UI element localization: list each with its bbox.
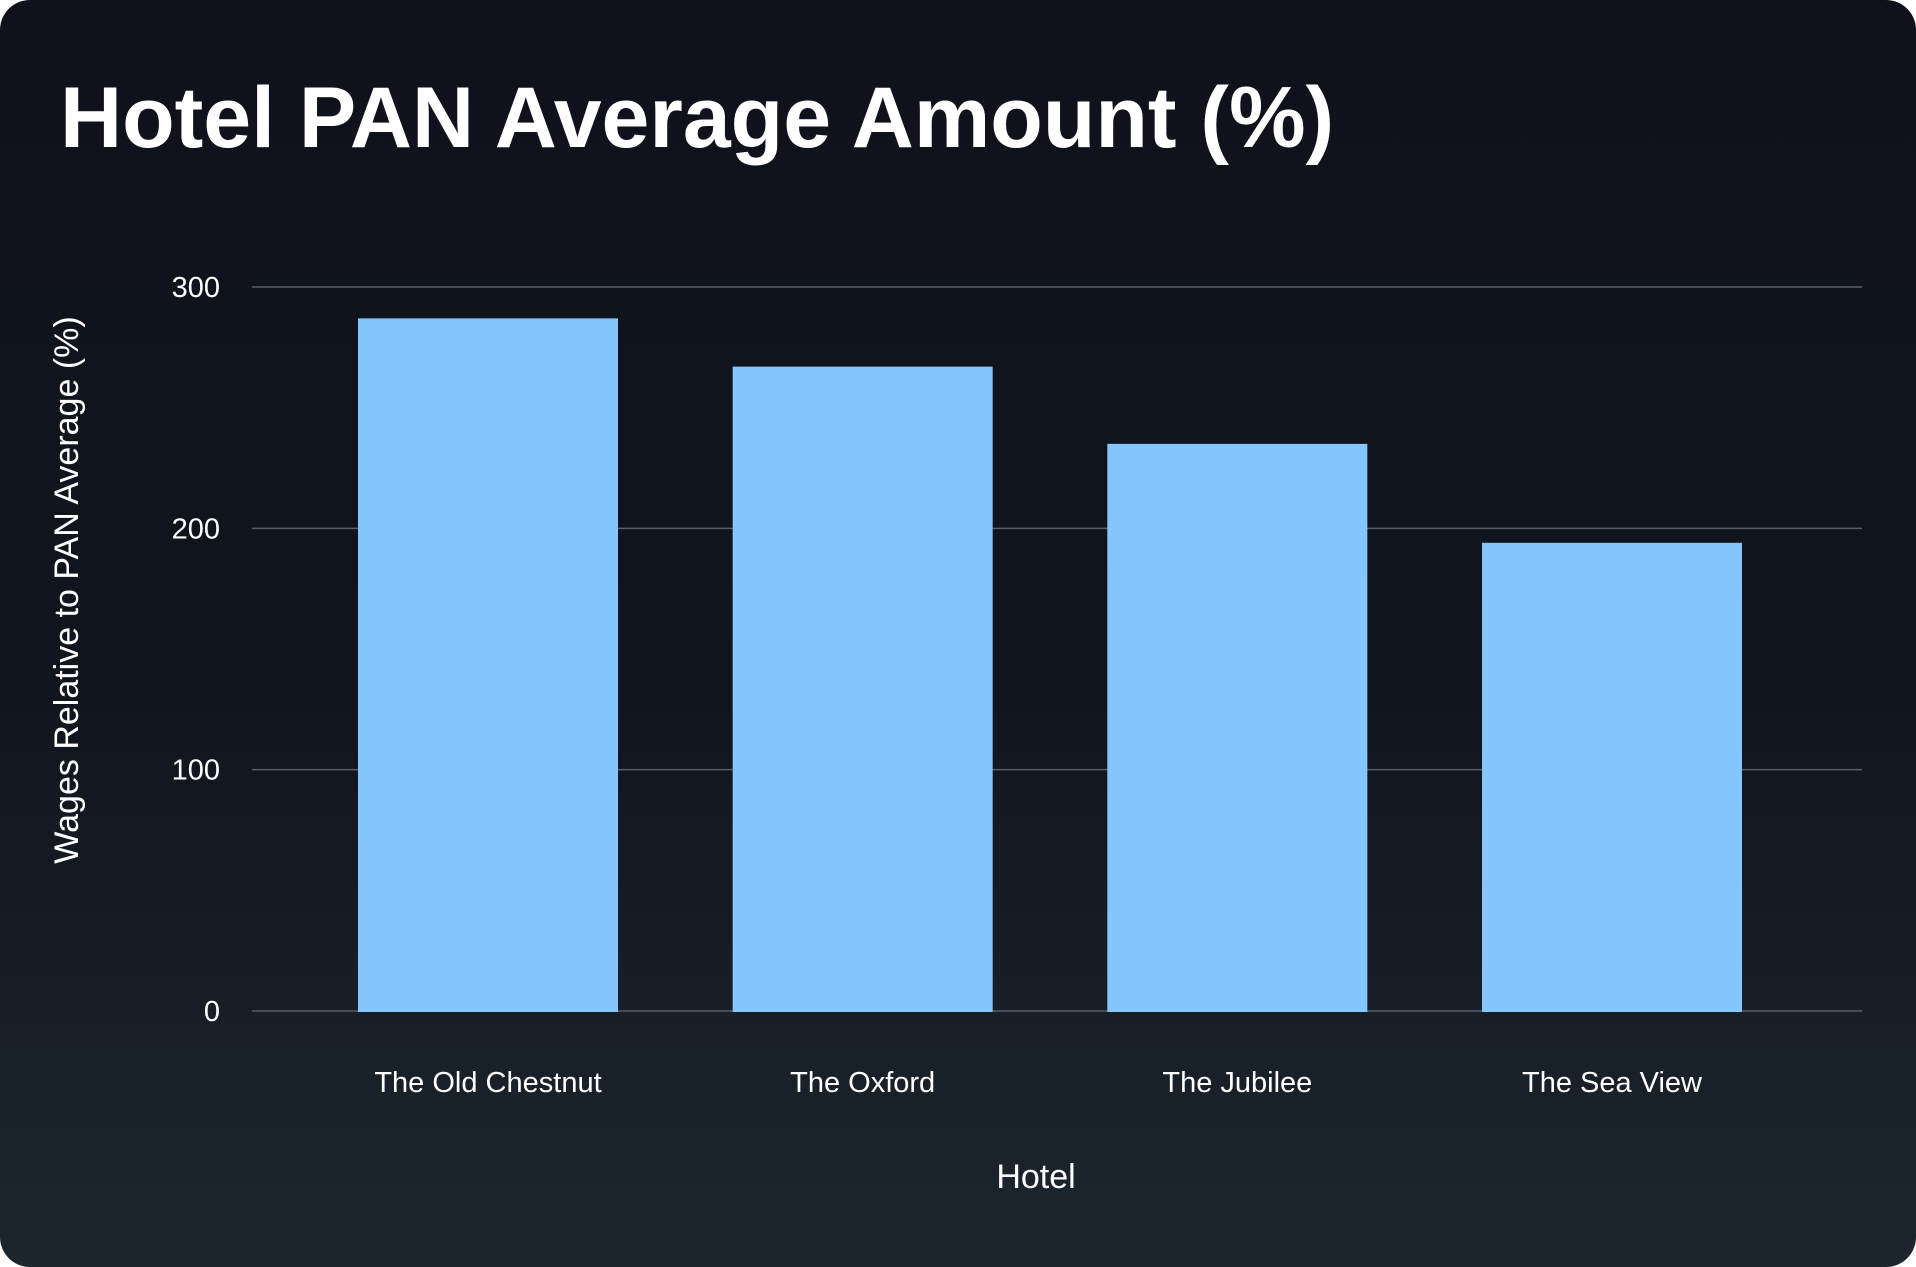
- y-tick-label-0: 0: [204, 996, 220, 1028]
- bars: [358, 318, 1742, 1013]
- y-axis-ticks: 0 100 200 300: [172, 272, 220, 1028]
- bar-the-old-chestnut: [358, 318, 618, 1013]
- x-axis-ticks: The Old Chestnut The Oxford The Jubilee The…: [374, 1067, 1703, 1099]
- x-tick-label-the-sea-view: The Sea View: [1522, 1067, 1703, 1099]
- y-axis-label: Wages Relative to PAN Average (%): [48, 316, 86, 863]
- x-tick-label-the-oxford: The Oxford: [790, 1067, 935, 1099]
- y-tick-label-100: 100: [172, 755, 220, 787]
- y-tick-label-300: 300: [172, 272, 220, 304]
- bar-the-sea-view: [1482, 542, 1742, 1012]
- x-tick-label-the-old-chestnut: The Old Chestnut: [374, 1067, 601, 1099]
- bar-the-oxford: [732, 366, 993, 1012]
- y-tick-label-200: 200: [172, 513, 220, 545]
- bar-the-jubilee: [1107, 443, 1368, 1012]
- x-tick-label-the-jubilee: The Jubilee: [1162, 1067, 1312, 1099]
- x-axis-label: Hotel: [996, 1158, 1075, 1196]
- chart-title: Hotel PAN Average Amount (%): [60, 70, 1335, 166]
